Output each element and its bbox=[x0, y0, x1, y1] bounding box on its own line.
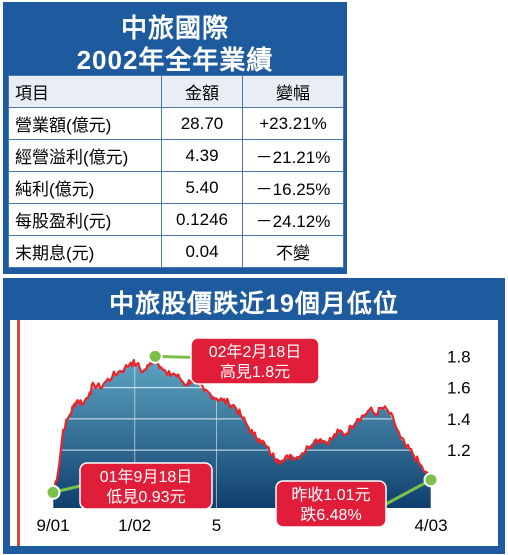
annotation-line1: 01年9月18日 bbox=[100, 468, 193, 486]
price-line bbox=[51, 355, 432, 493]
table-row: 純利(億元) 5.40 －16.25% bbox=[8, 171, 344, 204]
header-change: 變幅 bbox=[242, 75, 344, 108]
y-tick-label: 1.2 bbox=[447, 441, 471, 460]
x-tick-label: 9/01 bbox=[36, 516, 69, 535]
row-change: －24.12% bbox=[242, 203, 344, 236]
row-change: 不變 bbox=[242, 235, 344, 268]
table-title-year: 2002年全年業績 bbox=[76, 45, 274, 75]
header-item: 項目 bbox=[8, 75, 162, 108]
table-header-row: 項目 金額 變幅 bbox=[8, 75, 344, 108]
x-tick-label: 5 bbox=[212, 516, 221, 535]
results-table-panel: 中旅國際 2002年全年業績 項目 金額 變幅 營業額(億元) 28.70 +2… bbox=[3, 2, 347, 274]
annotation-box bbox=[79, 462, 213, 510]
row-amount: 4.39 bbox=[161, 139, 243, 172]
row-item: 營業額(億元) bbox=[8, 107, 162, 140]
row-amount: 5.40 bbox=[161, 171, 243, 204]
row-amount: 0.04 bbox=[161, 235, 243, 268]
row-amount: 0.1246 bbox=[161, 203, 243, 236]
table-title-company: 中旅國際 bbox=[120, 13, 229, 43]
annotation-box bbox=[275, 480, 387, 528]
callout-connector bbox=[385, 478, 432, 506]
annotation-line2: 高見1.8元 bbox=[220, 363, 290, 381]
row-change: －16.25% bbox=[242, 171, 344, 204]
row-change: －21.21% bbox=[242, 139, 344, 172]
x-tick-label: 4/03 bbox=[414, 516, 447, 535]
annotation-line1: 昨收1.01元 bbox=[291, 486, 370, 504]
table-row: 末期息(元) 0.04 不變 bbox=[8, 235, 344, 268]
row-change: +23.21% bbox=[242, 107, 344, 140]
annotation-line1: 02年2月18日 bbox=[209, 343, 302, 361]
extreme-marker bbox=[45, 484, 61, 500]
row-item: 每股盈利(元) bbox=[8, 203, 162, 236]
table-row: 營業額(億元) 28.70 +23.21% bbox=[8, 107, 344, 140]
row-item: 末期息(元) bbox=[8, 235, 162, 268]
y-tick-label: 1.8 bbox=[447, 347, 471, 366]
results-table: 項目 金額 變幅 營業額(億元) 28.70 +23.21% 經營溢利(億元) … bbox=[8, 75, 344, 268]
row-item: 純利(億元) bbox=[8, 171, 162, 204]
table-row: 每股盈利(元) 0.1246 －24.12% bbox=[8, 203, 344, 236]
annotation-line2: 低見0.93元 bbox=[106, 488, 185, 506]
x-tick-label: 1/02 bbox=[118, 516, 151, 535]
extreme-marker bbox=[147, 348, 163, 364]
y-tick-label: 1.4 bbox=[447, 410, 471, 429]
extreme-marker bbox=[423, 472, 439, 488]
row-item: 經營溢利(億元) bbox=[8, 139, 162, 172]
chart-left-rule bbox=[17, 320, 20, 546]
chart-title: 中旅股價跌近19個月低位 bbox=[109, 290, 399, 318]
y-tick-label: 1.6 bbox=[447, 379, 471, 398]
annotation-line2: 跌6.48% bbox=[300, 506, 361, 524]
table-row: 經營溢利(億元) 4.39 －21.21% bbox=[8, 139, 344, 172]
annotation-box bbox=[190, 337, 320, 385]
